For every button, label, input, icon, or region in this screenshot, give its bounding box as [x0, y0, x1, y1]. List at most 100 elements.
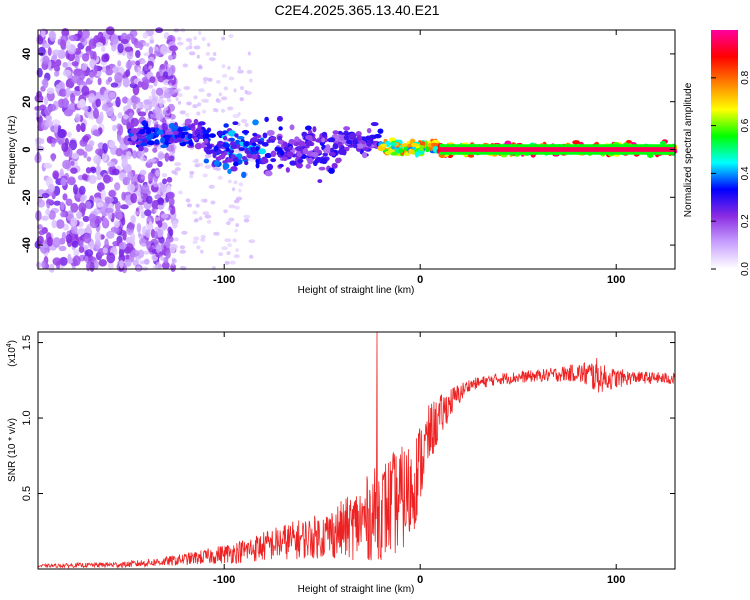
spectrogram-cell: [283, 146, 290, 152]
spectrogram-cell: [142, 250, 150, 255]
spectrogram-cell: [51, 153, 56, 162]
spectrogram-cell: [202, 76, 209, 81]
spectrogram-cell: [362, 146, 368, 152]
spectrogram-cell: [114, 182, 121, 191]
spectrogram-cell: [193, 137, 199, 141]
spectrogram-cell: [128, 112, 134, 119]
spectrogram-cell: [52, 170, 60, 180]
spectrogram-cell: [206, 219, 212, 224]
spectrogram-cell: [220, 96, 228, 101]
spectrogram-cell: [192, 240, 198, 245]
spectrogram-cell: [330, 147, 335, 154]
spectrogram-cell: [138, 145, 144, 152]
spectrogram-cell: [139, 260, 147, 265]
spectrogram-cell: [235, 223, 240, 228]
spectrogram-cell: [148, 65, 153, 70]
spectrogram-cell: [120, 204, 129, 210]
spectrogram-cell: [250, 137, 259, 143]
spectrogram-cell: [203, 198, 208, 203]
spectrogram-cell: [135, 184, 142, 189]
spectrogram-cell: [96, 201, 104, 208]
spectrogram-cell: [130, 176, 136, 185]
spectrogram-cell: [79, 98, 86, 108]
spectrogram-cell: [193, 95, 198, 100]
spectrogram-cell: [135, 256, 142, 261]
spectrogram-cell: [157, 160, 163, 168]
spectrogram-cell: [159, 181, 163, 186]
spectrogram-cell: [121, 96, 129, 104]
spectrogram-cell: [243, 140, 251, 147]
snr-y-label: SNR (10 * v/v): [7, 418, 18, 482]
spectrogram-cell: [148, 98, 152, 103]
spectrogram-cell: [419, 145, 424, 152]
spectrogram-cell: [157, 97, 163, 104]
spectrogram-cell: [286, 151, 294, 158]
spectrogram-cell: [194, 158, 199, 163]
spectrogram-cell: [167, 226, 173, 234]
spectrogram-cell: [93, 197, 102, 203]
spectrogram-cell: [123, 114, 129, 120]
spectrogram-cell: [46, 236, 54, 247]
spectrogram-cell: [103, 174, 111, 184]
spectrogram-cell: [152, 120, 159, 125]
spectrogram-cell: [90, 50, 95, 61]
spectrogram-cell: [94, 239, 101, 250]
spectrogram-cell: [222, 143, 231, 148]
spectrogram-cell: [44, 106, 52, 116]
spectrogram-cell: [127, 221, 135, 230]
spectrogram-cell: [160, 213, 169, 219]
spectrogram-cell: [132, 103, 137, 110]
spectrogram-cell: [165, 250, 171, 259]
spectrogram-cell: [106, 252, 116, 264]
spectrogram-cell: [226, 157, 234, 163]
spectrogram-cell: [203, 158, 210, 164]
spectrogram-cell: [137, 81, 143, 88]
spectrogram-cell: [204, 164, 212, 169]
spectrogram-cell: [93, 108, 100, 119]
spectrogram-cell: [194, 130, 199, 136]
spectrogram-cell: [88, 38, 97, 49]
spectrogram-cell: [158, 205, 164, 210]
spectrogram-cell: [202, 211, 210, 216]
spectrogram-cell: [155, 71, 161, 79]
spectrogram-cell: [227, 168, 232, 175]
spectrogram-cell: [239, 85, 245, 90]
spectrogram-cell: [67, 131, 72, 138]
spectrogram-cell: [173, 54, 177, 59]
spectrogram-cell: [217, 175, 223, 180]
spectrogram-cell: [148, 46, 154, 55]
spectrogram-cell: [126, 199, 132, 206]
spectrogram-cell: [125, 151, 132, 160]
spectrogram-cell: [218, 154, 226, 160]
spectrogram-cell: [302, 147, 309, 155]
spectrogram-cell: [139, 59, 147, 64]
spectrogram-cell: [140, 175, 146, 180]
spectrogram-cell: [229, 260, 236, 265]
spectrogram-cell: [86, 261, 91, 272]
spectrogram-cell: [233, 180, 238, 185]
spectrogram-cell: [266, 129, 275, 136]
colorbar: 0.0 0.2 0.4 0.6 0.8 Normalized spectral ampl…: [683, 30, 750, 276]
spectrogram-cell: [241, 130, 250, 134]
spectrogram-cell: [130, 193, 138, 204]
spectrogram-cell: [77, 29, 83, 40]
spectrogram-cell: [104, 196, 111, 204]
spectrogram-cell: [198, 216, 203, 221]
spectrogram-cell: [128, 132, 134, 137]
spectrogram-cell: [105, 26, 115, 35]
spectrogram-cell: [73, 184, 78, 195]
spectrogram-cell: [289, 160, 297, 166]
spectrogram-cell: [198, 64, 202, 69]
snr-y-multiplier: (x104): [6, 340, 18, 367]
spectrogram-cell: [198, 88, 205, 93]
spectrogram-cell: [230, 166, 238, 172]
spectrogram-cell: [126, 33, 134, 40]
snr-y-tick-label: 1.5: [21, 335, 33, 350]
spectrogram-cell: [137, 193, 144, 198]
spectrogram-cell: [125, 60, 133, 70]
spectrogram-cell: [138, 208, 145, 213]
spectrogram-cell: [212, 152, 217, 159]
spectrogram-cell: [94, 231, 102, 243]
spectrogram-cell: [168, 83, 173, 88]
spectrogram-cell: [246, 69, 253, 74]
